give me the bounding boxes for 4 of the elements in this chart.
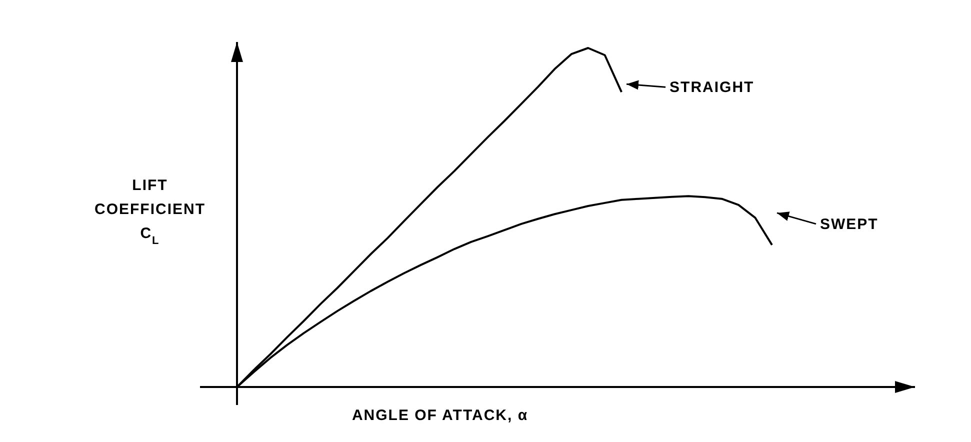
x-axis-title: ANGLE OF ATTACK, α [352, 407, 528, 424]
legend-label: STRAIGHT [670, 79, 754, 96]
y-axis-title: LIFT COEFFICIENT C$_{L}$ [94, 177, 206, 247]
legend-label: SWEPT [820, 216, 878, 233]
